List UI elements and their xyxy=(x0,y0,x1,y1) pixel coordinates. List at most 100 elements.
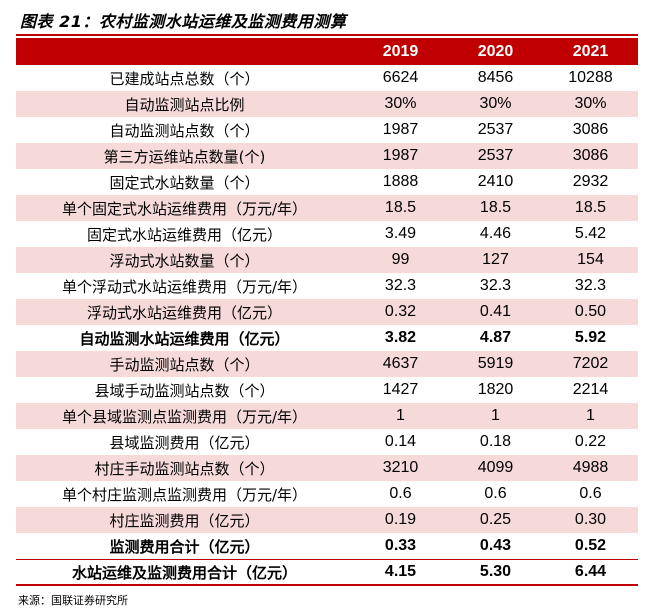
row-label: 单个固定式水站运维费用（万元/年） xyxy=(16,195,353,221)
table-row: 固定式水站运维费用（亿元） 3.49 4.46 5.42 xyxy=(16,221,638,247)
table-row: 县域手动监测站点数（个） 1427 1820 2214 xyxy=(16,377,638,403)
cell-2020: 5919 xyxy=(448,351,543,377)
cell-2019: 3210 xyxy=(353,455,448,481)
cell-2019: 0.19 xyxy=(353,507,448,533)
cell-2021: 10288 xyxy=(568,69,613,86)
cell-2020: 30% xyxy=(448,91,543,117)
cell-2020: 4.46 xyxy=(479,225,512,242)
cell-2021: 5.92 xyxy=(574,329,607,346)
cell-2020: 1820 xyxy=(477,381,514,398)
header-year: 2019 xyxy=(353,38,448,65)
cell-2019: 4637 xyxy=(353,351,448,377)
cell-2019: 18.5 xyxy=(353,195,448,221)
cell-2019: 1987 xyxy=(353,143,448,169)
cost-table: 2019 2020 2021 已建成站点总数（个） 6624 8456 1028… xyxy=(16,38,638,586)
cell-2020: 0.43 xyxy=(479,537,512,554)
row-label: 监测费用合计（亿元） xyxy=(109,537,260,556)
cell-2020: 0.6 xyxy=(484,485,507,502)
cell-2021: 2214 xyxy=(572,381,609,398)
table-row-total: 水站运维及监测费用合计（亿元） 4.15 5.30 6.44 xyxy=(16,559,638,586)
row-label: 县域手动监测站点数（个） xyxy=(94,381,275,400)
row-label: 自动监测站点比例 xyxy=(16,91,353,117)
cell-2021: 0.30 xyxy=(543,507,638,533)
row-label: 水站运维及监测费用合计（亿元） xyxy=(16,559,353,586)
table-row: 已建成站点总数（个） 6624 8456 10288 xyxy=(16,65,638,91)
cell-2020: 4099 xyxy=(448,455,543,481)
cell-2020: 127 xyxy=(448,247,543,273)
row-label: 村庄监测费用（亿元） xyxy=(16,507,353,533)
table-row: 浮动式水站数量（个） 99 127 154 xyxy=(16,247,638,273)
cell-2020: 18.5 xyxy=(448,195,543,221)
cell-2020: 8456 xyxy=(477,69,514,86)
cell-2019: 32.3 xyxy=(384,277,417,294)
cell-2021: 3086 xyxy=(543,143,638,169)
row-label: 固定式水站数量（个） xyxy=(109,173,260,192)
row-label: 手动监测站点数（个） xyxy=(16,351,353,377)
cell-2020: 1 xyxy=(448,403,543,429)
row-label: 固定式水站运维费用（亿元） xyxy=(86,225,282,244)
cell-2021: 6.44 xyxy=(543,559,638,586)
cell-2019: 0.6 xyxy=(389,485,412,502)
table-row-subtotal: 自动监测水站运维费用（亿元） 3.82 4.87 5.92 xyxy=(16,325,638,351)
cell-2019: 3.49 xyxy=(384,225,417,242)
table-row: 第三方运维站点数量(个) 1987 2537 3086 xyxy=(16,143,638,169)
cell-2021: 3086 xyxy=(572,121,609,138)
table-row: 手动监测站点数（个） 4637 5919 7202 xyxy=(16,351,638,377)
row-label: 浮动式水站运维费用（亿元） xyxy=(16,299,353,325)
cell-2019: 1 xyxy=(353,403,448,429)
cell-2019: 3.82 xyxy=(384,329,417,346)
cell-2019: 0.33 xyxy=(384,537,417,554)
table-row: 单个固定式水站运维费用（万元/年） 18.5 18.5 18.5 xyxy=(16,195,638,221)
table-row: 村庄手动监测站点数（个） 3210 4099 4988 xyxy=(16,455,638,481)
table-row: 固定式水站数量（个） 1888 2410 2932 xyxy=(16,169,638,195)
row-label: 单个村庄监测点监测费用（万元/年） xyxy=(61,485,308,504)
cell-2021: 5.42 xyxy=(574,225,607,242)
table-row: 单个县域监测点监测费用（万元/年） 1 1 1 xyxy=(16,403,638,429)
cell-2019: 1888 xyxy=(382,173,419,190)
cell-2021: 7202 xyxy=(543,351,638,377)
cell-2019: 30% xyxy=(353,91,448,117)
cell-2021: 0.22 xyxy=(574,433,607,450)
table-row: 县域监测费用（亿元） 0.14 0.18 0.22 xyxy=(16,429,638,455)
row-label: 浮动式水站数量（个） xyxy=(16,247,353,273)
cell-2021: 18.5 xyxy=(543,195,638,221)
cell-2021: 4988 xyxy=(543,455,638,481)
cell-2020: 4.87 xyxy=(479,329,512,346)
cell-2019: 1427 xyxy=(382,381,419,398)
cell-2019: 6624 xyxy=(382,69,419,86)
cell-2020: 5.30 xyxy=(448,559,543,586)
cell-2020: 2537 xyxy=(448,143,543,169)
row-label: 单个浮动式水站运维费用（万元/年） xyxy=(61,277,308,296)
cell-2020: 0.41 xyxy=(448,299,543,325)
cell-2021: 30% xyxy=(543,91,638,117)
cell-2019: 1987 xyxy=(382,121,419,138)
row-label: 村庄手动监测站点数（个） xyxy=(16,455,353,481)
cell-2020: 2537 xyxy=(477,121,514,138)
cell-2020: 32.3 xyxy=(479,277,512,294)
table-row: 浮动式水站运维费用（亿元） 0.32 0.41 0.50 xyxy=(16,299,638,325)
row-label: 县域监测费用（亿元） xyxy=(109,433,260,452)
row-label: 已建成站点总数（个） xyxy=(109,69,260,88)
table-row: 单个浮动式水站运维费用（万元/年） 32.3 32.3 32.3 xyxy=(16,273,638,299)
table-header-row: 2019 2020 2021 xyxy=(16,38,638,65)
header-year: 2020 xyxy=(448,38,543,65)
figure-title: 图表 21：农村监测水站运维及监测费用测算 xyxy=(20,12,347,31)
row-label: 第三方运维站点数量(个) xyxy=(16,143,353,169)
cell-2021: 154 xyxy=(543,247,638,273)
cell-2021: 32.3 xyxy=(574,277,607,294)
header-label-cell xyxy=(16,38,353,65)
cell-2019: 4.15 xyxy=(353,559,448,586)
cell-2021: 0.52 xyxy=(574,537,607,554)
row-label: 自动监测站点数（个） xyxy=(109,121,260,140)
cell-2020: 2410 xyxy=(477,173,514,190)
cell-2021: 2932 xyxy=(572,173,609,190)
table-row-subtotal: 监测费用合计（亿元） 0.33 0.43 0.52 xyxy=(16,533,638,560)
table-row: 村庄监测费用（亿元） 0.19 0.25 0.30 xyxy=(16,507,638,533)
row-label: 单个县域监测点监测费用（万元/年） xyxy=(16,403,353,429)
cell-2021: 0.50 xyxy=(543,299,638,325)
table-row: 自动监测站点比例 30% 30% 30% xyxy=(16,91,638,117)
cell-2020: 0.25 xyxy=(448,507,543,533)
cell-2020: 0.18 xyxy=(479,433,512,450)
cell-2021: 1 xyxy=(543,403,638,429)
header-year: 2021 xyxy=(543,38,638,65)
